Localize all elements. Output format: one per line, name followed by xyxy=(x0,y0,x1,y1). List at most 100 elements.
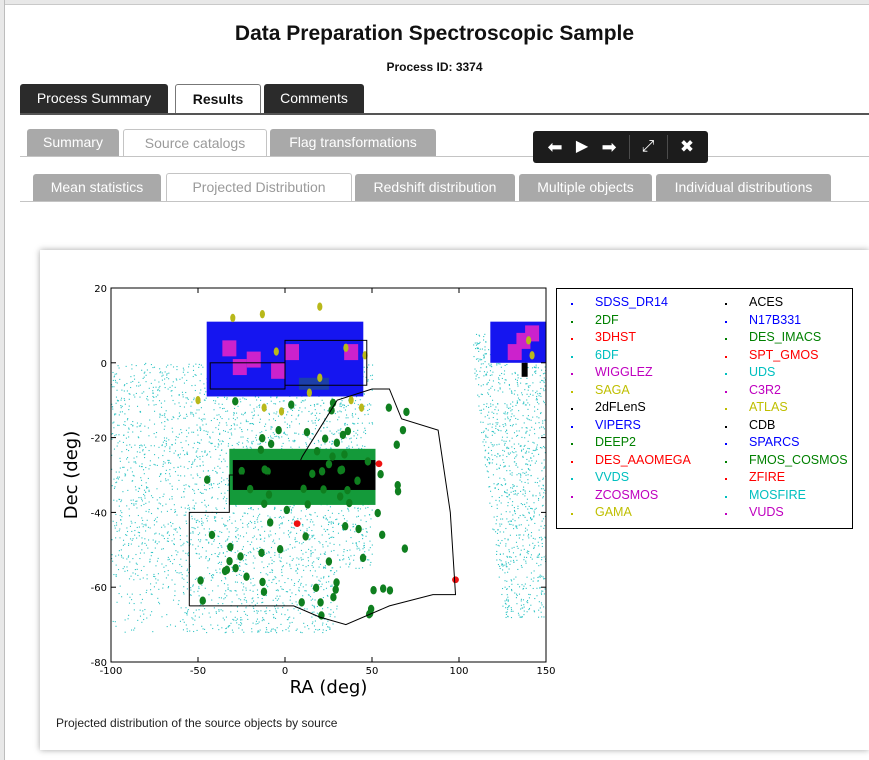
data-point xyxy=(209,451,211,453)
data-point xyxy=(496,532,499,534)
data-point xyxy=(224,632,226,634)
data-point xyxy=(273,433,275,435)
data-point xyxy=(481,359,483,361)
tab-redshift-distribution[interactable]: Redshift distribution xyxy=(355,174,515,201)
tab-comments[interactable]: Comments xyxy=(264,84,364,113)
tab-source-catalogs[interactable]: Source catalogs xyxy=(123,129,267,157)
tab-process-summary[interactable]: Process Summary xyxy=(20,84,168,113)
data-point xyxy=(117,400,119,402)
data-point xyxy=(198,521,200,523)
data-point xyxy=(513,432,516,434)
data-point xyxy=(499,542,501,544)
data-point xyxy=(143,372,145,374)
data-point xyxy=(316,515,318,517)
data-point xyxy=(128,578,131,580)
data-point xyxy=(198,442,200,444)
data-point xyxy=(505,424,507,426)
data-point xyxy=(230,590,232,592)
data-point xyxy=(271,571,273,573)
data-point xyxy=(508,549,510,551)
arrow-left-icon[interactable]: ⬅ xyxy=(547,137,563,157)
data-point xyxy=(227,584,229,586)
data-point xyxy=(530,517,532,520)
data-point xyxy=(499,425,501,427)
data-point xyxy=(114,621,116,623)
data-point xyxy=(171,540,173,542)
data-point xyxy=(260,572,262,574)
data-point xyxy=(134,486,137,488)
data-point xyxy=(317,419,319,422)
data-point xyxy=(539,427,541,429)
data-point xyxy=(143,376,145,378)
fullscreen-icon[interactable]: ⤢ xyxy=(641,138,655,155)
twodf-pointing xyxy=(259,577,266,587)
data-point xyxy=(281,575,283,577)
data-point xyxy=(365,535,367,537)
data-point xyxy=(538,453,540,455)
tab-projected-distribution[interactable]: Projected Distribution xyxy=(166,173,352,201)
data-point xyxy=(218,609,220,611)
data-point xyxy=(328,521,330,523)
data-point xyxy=(342,559,344,561)
data-point xyxy=(121,405,123,407)
tab-summary[interactable]: Summary xyxy=(27,129,119,156)
play-icon[interactable]: ▶ xyxy=(575,138,589,155)
data-point xyxy=(167,559,169,561)
data-point xyxy=(161,375,163,377)
tab-multiple-objects[interactable]: Multiple objects xyxy=(519,174,652,201)
tab-results[interactable]: Results xyxy=(175,84,261,115)
tab-mean-statistics[interactable]: Mean statistics xyxy=(33,174,161,201)
data-point xyxy=(178,572,180,574)
data-point xyxy=(254,522,256,524)
data-point xyxy=(199,465,201,467)
data-point xyxy=(155,582,157,584)
twodf-pointing xyxy=(364,457,372,466)
data-point xyxy=(331,432,333,434)
data-point xyxy=(199,456,201,458)
data-point xyxy=(274,533,277,535)
data-point xyxy=(180,506,182,508)
data-point xyxy=(551,411,552,412)
data-point xyxy=(300,582,302,584)
data-point xyxy=(533,515,535,517)
data-point xyxy=(353,525,355,528)
data-point xyxy=(274,554,276,556)
data-point xyxy=(159,372,161,374)
wigglez-region xyxy=(285,344,299,361)
data-point xyxy=(261,620,263,622)
tab-flag-transformations[interactable]: Flag transformations xyxy=(270,129,436,156)
data-point xyxy=(148,387,150,389)
data-point xyxy=(281,569,283,571)
data-point xyxy=(329,521,331,523)
data-point xyxy=(338,512,340,515)
data-point xyxy=(304,407,306,409)
data-point xyxy=(330,609,332,611)
data-point xyxy=(128,461,130,463)
legend-marker xyxy=(725,513,727,515)
data-point xyxy=(267,515,269,517)
data-point xyxy=(128,398,130,400)
arrow-right-icon[interactable]: ➡ xyxy=(601,137,617,157)
data-point xyxy=(541,447,543,449)
data-point xyxy=(145,482,147,484)
close-icon[interactable]: ✖ xyxy=(679,137,695,156)
data-point xyxy=(329,441,331,443)
data-point xyxy=(533,611,536,613)
data-point xyxy=(293,441,295,443)
data-point xyxy=(347,507,349,509)
data-point xyxy=(362,534,364,536)
data-point xyxy=(498,576,500,578)
data-point xyxy=(516,379,518,381)
data-point xyxy=(167,462,170,464)
tab-individual-distributions[interactable]: Individual distributions xyxy=(656,174,831,201)
data-point xyxy=(185,402,187,404)
data-point xyxy=(511,413,513,415)
data-point xyxy=(194,518,196,520)
data-point xyxy=(526,551,528,553)
data-point xyxy=(166,374,168,376)
data-point xyxy=(143,503,145,505)
data-point xyxy=(317,439,319,441)
data-point xyxy=(502,454,504,456)
data-point xyxy=(340,411,342,413)
data-point xyxy=(536,446,538,448)
